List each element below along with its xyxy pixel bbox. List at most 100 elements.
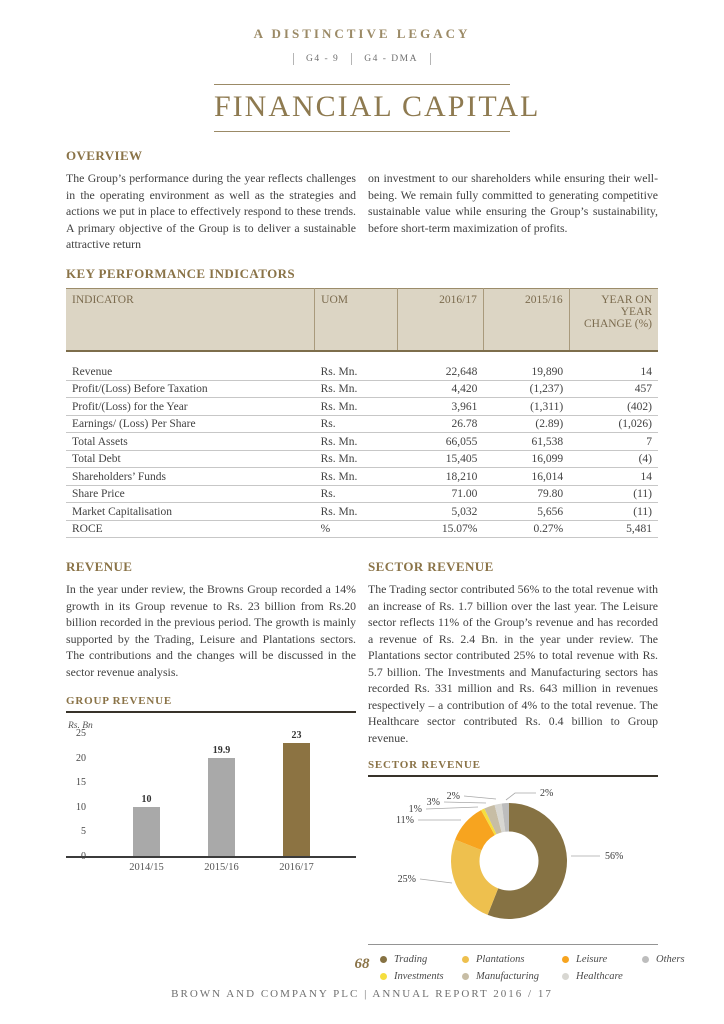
kpi-cell-value: Rs. Mn. [314, 467, 398, 486]
kpi-table-body: Revenue Rs. Mn. 22,648 19,890 14 Profit/(Loss… [66, 351, 658, 538]
donut-percentage-label: 56% [605, 851, 623, 862]
kpi-cell-value: 71.00 [397, 485, 484, 503]
page-number: 68 [354, 956, 370, 972]
overview-heading: OVERVIEW [66, 148, 143, 163]
donut-svg: 56% 25% 11%1% 3% 2% 2% [396, 788, 623, 919]
donut-segment-leisure [455, 810, 495, 851]
legend-label: Trading [394, 954, 428, 965]
page-footer: 68 BROWN AND COMPANY PLC | ANNUAL REPORT… [0, 956, 724, 1000]
kpi-cell-value: (11) [569, 485, 658, 503]
legend-dot-icon [462, 956, 469, 963]
bar-plot: 25 20 15 10 5 0 10 19.9 23 [66, 728, 356, 862]
x-axis-category-label: 2016/17 [279, 862, 314, 873]
legend-label: Manufacturing [476, 971, 539, 982]
legend-item-plantations: Plantations [462, 954, 562, 965]
donut-segment-investments [481, 808, 497, 836]
kpi-header-row: INDICATOR UOM 2016/17 2015/16 YEAR ON YE… [66, 288, 658, 351]
y-axis-tick-label: 0 [81, 851, 86, 862]
sector-revenue-column: SECTOR REVENUE The Trading sector contri… [368, 559, 685, 982]
legend-item-manufacturing: Manufacturing [462, 971, 562, 982]
kpi-cell-value: 19,890 [483, 363, 570, 381]
donut-leader-line [505, 792, 536, 801]
kpi-col-indicator: INDICATOR [66, 288, 315, 351]
legend-dot-icon [462, 973, 469, 980]
kpi-cell-value: Rs. [314, 415, 398, 433]
kpi-table-row: Total Assets Rs. Mn. 66,055 61,538 7 [66, 432, 658, 451]
kpi-cell-indicator: Earnings/ (Loss) Per Share [66, 415, 315, 433]
sector-revenue-chart-title: SECTOR REVENUE [368, 759, 658, 777]
kpi-cell-value: 4,420 [397, 380, 484, 398]
sector-revenue-paragraph: The Trading sector contributed 56% to th… [368, 582, 658, 745]
kpi-cell-indicator: Revenue [66, 363, 315, 381]
legend-label: Leisure [576, 954, 608, 965]
kpi-cell-value: Rs. Mn. [314, 397, 398, 416]
kpi-section: KEY PERFORMANCE INDICATORS INDICATOR UOM… [66, 266, 658, 539]
group-revenue-chart: GROUP REVENUE Rs. Bn 25 20 15 10 5 0 10 19.9 23 … [66, 695, 356, 880]
legend-dot-icon [562, 956, 569, 963]
kpi-cell-indicator: Profit/(Loss) Before Taxation [66, 380, 315, 398]
kpi-cell-indicator: Profit/(Loss) for the Year [66, 397, 315, 416]
kpi-col-2015-16: 2015/16 [482, 288, 570, 351]
x-axis-category-label: 2015/16 [204, 862, 239, 873]
kpi-cell-indicator: Market Capitalisation [66, 502, 315, 521]
title-block: FINANCIAL CAPITAL [214, 84, 541, 132]
kpi-heading: KEY PERFORMANCE INDICATORS [66, 265, 296, 281]
sector-revenue-heading: SECTOR REVENUE [368, 559, 494, 574]
overview-paragraph-left: The Group’s performance during the year … [66, 171, 356, 251]
donut-leader-line [419, 878, 453, 884]
kpi-cell-value: Rs. Mn. [314, 380, 398, 398]
kpi-cell-value: Rs. Mn. [314, 432, 398, 451]
page-title: FINANCIAL CAPITAL [214, 90, 541, 123]
kpi-table-row: Total Debt Rs. Mn. 15,405 16,099 (4) [66, 450, 658, 468]
gri-badge-2: G4 - DMA [351, 53, 431, 65]
kpi-cell-value: 26.78 [397, 415, 484, 433]
kpi-cell-value: 66,055 [397, 432, 484, 451]
donut-chart-canvas: 56% 25% 11% 1% 3% 2% 2% [368, 785, 658, 942]
kpi-cell-indicator: Shareholders’ Funds [66, 467, 315, 486]
kpi-cell-value: 457 [569, 380, 658, 398]
kpi-cell-value: (2.89) [483, 415, 570, 433]
legend-label: Others [656, 954, 685, 965]
kpi-cell-value: 3,961 [397, 397, 484, 416]
kpi-cell-value: 16,099 [483, 450, 570, 468]
revenue-heading: REVENUE [66, 559, 133, 574]
revenue-paragraph: In the year under review, the Browns Gro… [66, 582, 356, 679]
donut-leader-line [425, 806, 479, 810]
kpi-cell-value: 14 [569, 363, 658, 381]
kpi-cell-value: (11) [569, 502, 658, 521]
legend-dot-icon [562, 973, 569, 980]
kpi-table-row: Share Price Rs. 71.00 79.80 (11) [66, 485, 658, 503]
bar-value-label: 23 [291, 729, 302, 741]
kpi-cell-value: 61,538 [483, 432, 570, 451]
kpi-cell-value: 5,032 [397, 502, 484, 521]
y-axis-tick-label: 20 [76, 752, 86, 764]
kpi-cell-value: 22,648 [397, 363, 484, 381]
kpi-cell-value: Rs. Mn. [314, 502, 398, 521]
footer-text: BROWN AND COMPANY PLC | ANNUAL REPORT 20… [171, 988, 553, 1000]
donut-leader-line [463, 795, 497, 800]
bar-chart-x-axis [66, 856, 356, 858]
kpi-cell-value: (1,311) [483, 397, 570, 416]
kpi-cell-value: 5,481 [569, 520, 658, 538]
revenue-column: REVENUE In the year under review, the Br… [66, 559, 356, 982]
chart-legend: Trading Plantations Leisure Others Investmen… [368, 945, 685, 982]
kpi-cell-value: 79.80 [483, 485, 570, 503]
x-axis-category-label: 2014/15 [129, 862, 164, 873]
kpi-cell-value: (1,237) [483, 380, 570, 398]
sector-revenue-chart: SECTOR REVENUE 56% 25% 11% 1% 3% 2% 2% Trading… [368, 759, 685, 982]
legend-item-trading: Trading [380, 954, 462, 965]
kpi-table: INDICATOR UOM 2016/17 2015/16 YEAR ON YE… [66, 288, 658, 539]
kpi-cell-indicator: Total Debt [66, 450, 315, 468]
kpi-cell-indicator: ROCE [66, 520, 315, 538]
legend-item-investments: Investments [380, 971, 462, 982]
kpi-cell-value: 18,210 [397, 467, 484, 486]
bar-value-label: 19.9 [212, 745, 231, 757]
y-axis-tick-label: 15 [76, 777, 86, 789]
donut-percentage-label: 1% [409, 804, 422, 815]
legend-label: Plantations [476, 954, 525, 965]
overview-paragraph-right: on investment to our shareholders while … [368, 171, 658, 235]
overview-section: OVERVIEW The Group’s performance during … [66, 148, 658, 253]
y-axis-tick-label: 10 [76, 801, 86, 813]
kpi-col-2016-17: 2016/17 [397, 288, 484, 351]
kpi-table-row: Revenue Rs. Mn. 22,648 19,890 14 [66, 363, 658, 381]
